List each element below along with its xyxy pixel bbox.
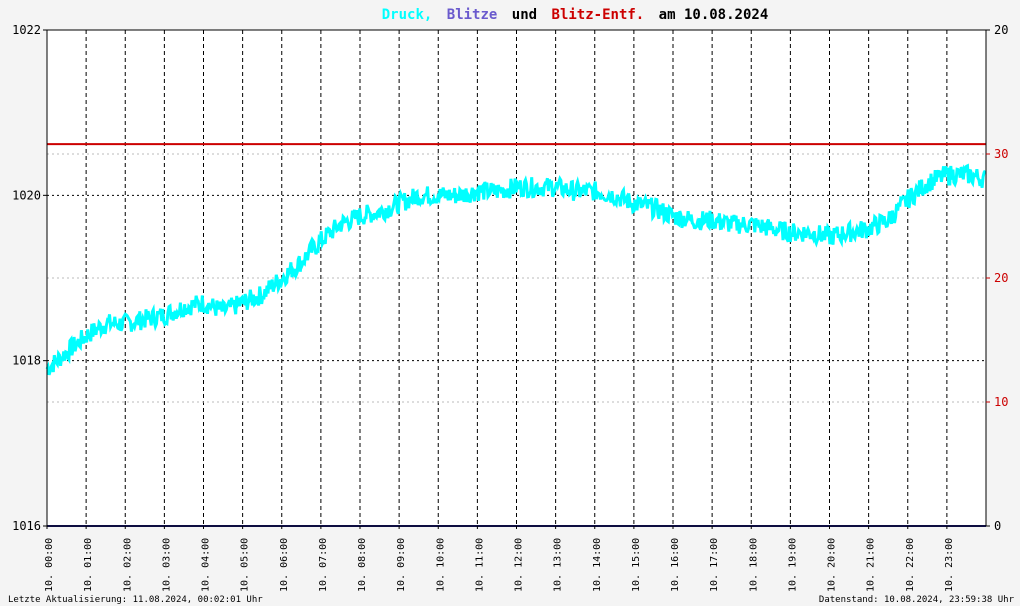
chart-title: Druck, Blitze und Blitz-Entf. am 10.08.2…: [382, 7, 769, 23]
x-tick-label: 10. 03:00: [161, 538, 172, 592]
left-tick-label: 1022: [12, 23, 41, 37]
x-axis: 10. 00:00 10. 01:00 10. 02:00 10. 03:00 10. …: [44, 526, 955, 592]
x-tick-label: 10. 23:00: [944, 538, 955, 592]
right-red-tick-label: 30: [994, 147, 1008, 161]
x-tick-label: 10. 07:00: [318, 538, 329, 592]
title-und: und: [512, 7, 537, 23]
x-tick-label: 10. 12:00: [514, 538, 525, 592]
x-tick-label: 10. 22:00: [905, 538, 916, 592]
x-tick-label: 10. 21:00: [866, 538, 877, 592]
x-tick-label: 10. 14:00: [592, 538, 603, 592]
left-tick-label: 1018: [12, 354, 41, 368]
x-tick-label: 10. 09:00: [396, 538, 407, 592]
x-tick-label: 10. 04:00: [201, 538, 212, 592]
series-line-left: [45, 163, 987, 376]
x-tick-label: 10. 11:00: [474, 538, 485, 592]
left-tick-label: 1020: [12, 188, 41, 202]
x-tick-label: 10. 19:00: [787, 538, 798, 592]
title-blitze: Blitze: [447, 7, 498, 23]
right-tick-label: 0: [994, 519, 1001, 533]
title-date: am 10.08.2024: [659, 7, 769, 23]
grid: [47, 30, 986, 526]
footer-last-update: Letzte Aktualisierung: 11.08.2024, 00:02…: [8, 595, 263, 605]
x-tick-label: 10. 00:00: [44, 538, 55, 592]
left-tick-label: 1016: [12, 519, 41, 533]
x-tick-label: 10. 08:00: [357, 538, 368, 592]
x-tick-label: 10. 06:00: [279, 538, 290, 592]
x-tick-label: 10. 17:00: [709, 538, 720, 592]
right-red-tick-label: 10: [994, 395, 1008, 409]
footer-data-status: Datenstand: 10.08.2024, 23:59:38 Uhr: [819, 595, 1015, 605]
x-tick-label: 10. 18:00: [748, 538, 759, 592]
right-axis: 20 0 30 20 10: [986, 23, 1008, 533]
x-tick-label: 10. 20:00: [827, 538, 838, 592]
left-axis: 1022 1020 1018 1016: [12, 23, 47, 533]
x-tick-label: 10. 15:00: [631, 538, 642, 592]
x-tick-label: 10. 02:00: [122, 538, 133, 592]
x-tick-label: 10. 10:00: [435, 538, 446, 592]
x-tick-label: 10. 05:00: [240, 538, 251, 592]
right-red-tick-label: 20: [994, 271, 1008, 285]
right-tick-label: 20: [994, 23, 1008, 37]
x-tick-label: 10. 13:00: [553, 538, 564, 592]
title-druck: Druck,: [382, 7, 433, 23]
x-tick-label: 10. 16:00: [670, 538, 681, 592]
x-tick-label: 10. 01:00: [83, 538, 94, 592]
title-entf: Blitz-Entf.: [552, 7, 645, 23]
